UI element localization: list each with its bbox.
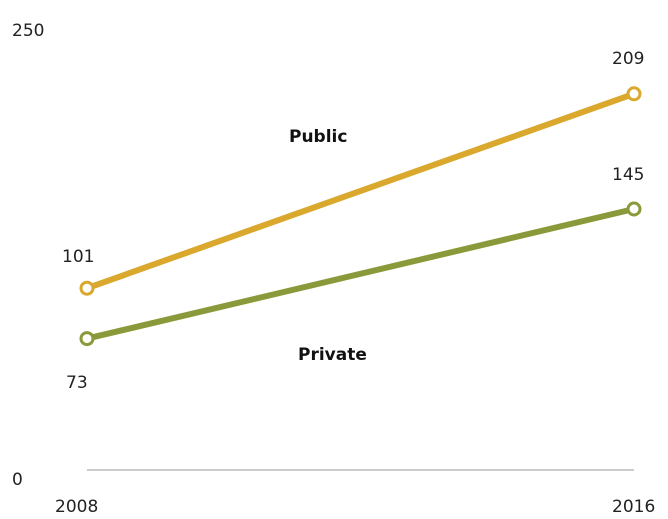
data-label-public-2016: 209 [612, 49, 644, 69]
series-label-private: Private [298, 345, 367, 365]
data-label-public-2008: 101 [62, 247, 94, 267]
data-label-private-2008: 73 [66, 373, 88, 393]
data-label-private-2016: 145 [612, 165, 644, 185]
data-point-private-2008 [79, 331, 95, 347]
x-tick-label-start: 2008 [55, 497, 98, 517]
data-point-public-2008 [79, 280, 95, 296]
series-line-public [84, 90, 637, 292]
x-tick-label-end: 2016 [612, 497, 655, 517]
labels-group: 101 209 73 145 Public Private [62, 49, 644, 393]
y-tick-label-bottom: 0 [12, 470, 23, 490]
axes: 250 0 2008 2016 [12, 21, 655, 517]
data-point-public-2016 [626, 86, 642, 102]
series-line-private [84, 206, 637, 342]
series-group [79, 86, 642, 347]
data-point-private-2016 [626, 201, 642, 217]
series-label-public: Public [289, 127, 347, 147]
y-tick-label-top: 250 [12, 21, 44, 41]
